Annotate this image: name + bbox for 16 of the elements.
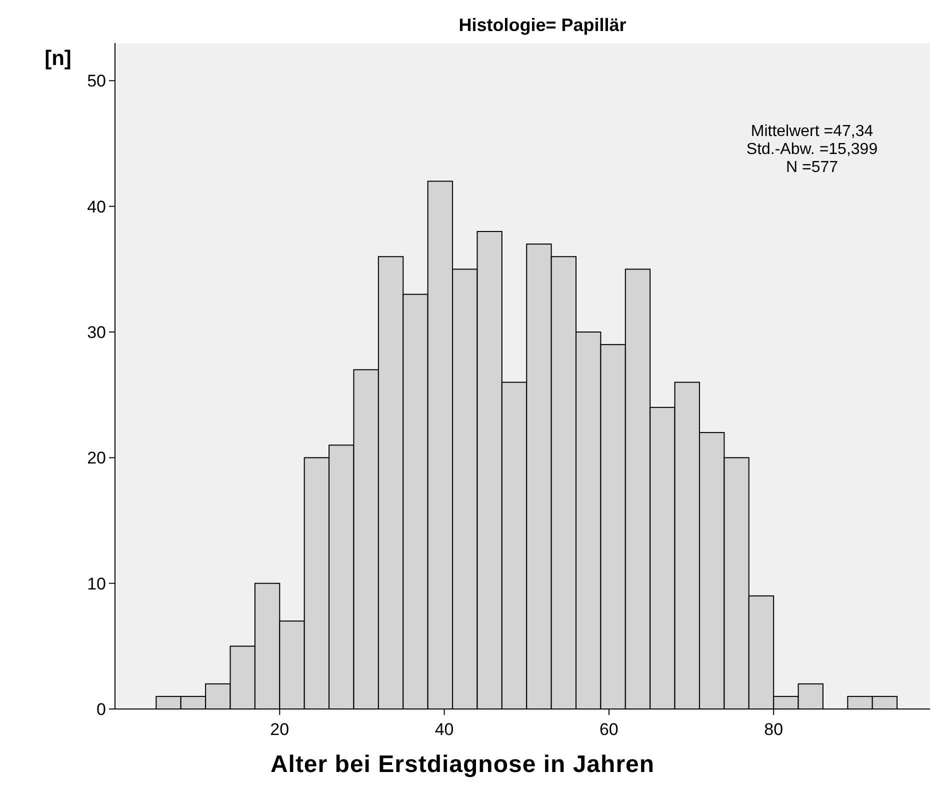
x-tick-label: 80 bbox=[764, 720, 784, 739]
y-tick-label: 50 bbox=[87, 72, 106, 91]
y-tick-label: 40 bbox=[87, 197, 106, 216]
annotation: N =577 bbox=[786, 159, 838, 176]
chart-title: Histologie= Papillär bbox=[458, 15, 626, 35]
annotation: Std.-Abw. =15,399 bbox=[746, 141, 878, 158]
y-tick-label: 30 bbox=[87, 322, 106, 342]
y-axis-title: [n] bbox=[44, 47, 72, 70]
y-tick-label: 20 bbox=[87, 448, 106, 468]
x-tick-label: 40 bbox=[434, 720, 454, 739]
annotation: Mittelwert =47,34 bbox=[750, 123, 874, 140]
y-tick-label: 10 bbox=[87, 574, 106, 594]
x-tick-label: 60 bbox=[599, 720, 618, 739]
x-tick-label: 20 bbox=[270, 720, 290, 739]
x-axis-title: Alter bei Erstdiagnose in Jahren bbox=[270, 751, 655, 778]
y-tick-label: 0 bbox=[96, 700, 106, 719]
